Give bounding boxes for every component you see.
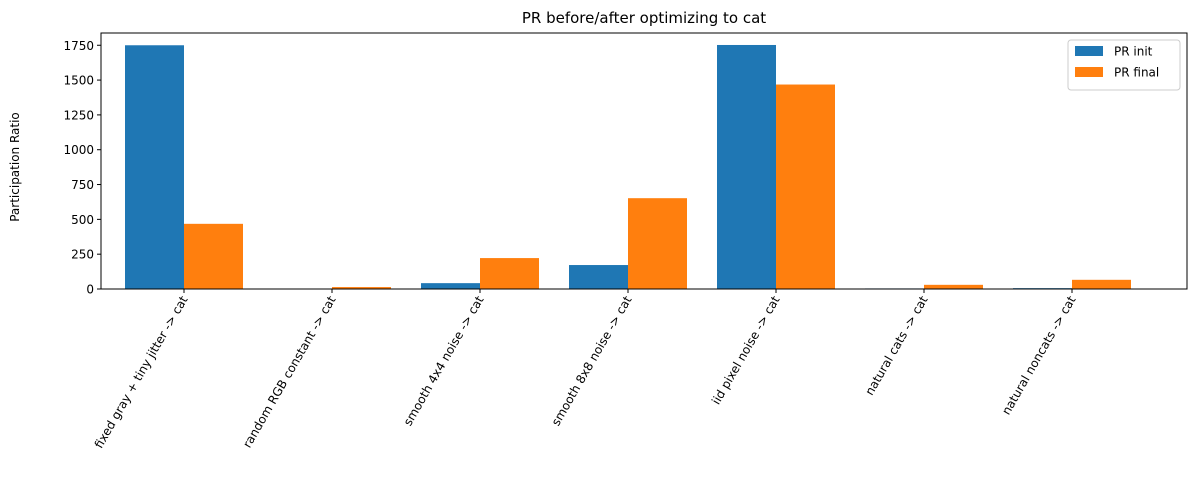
x-axis: fixed gray + tiny jitter -> cat random RG… (92, 289, 1079, 451)
legend-label: PR final (1114, 66, 1159, 80)
y-axis-label: Participation Ratio (8, 112, 22, 222)
bar-pr-final-4 (776, 84, 835, 289)
x-tick-label: iid pixel noise -> cat (709, 293, 783, 407)
x-tick-label: smooth 4x4 noise -> cat (401, 293, 487, 428)
bar-pr-init-4 (717, 44, 776, 290)
bar-pr-final-1 (332, 287, 391, 289)
bar-pr-init-0 (125, 45, 184, 290)
x-tick-label: fixed gray + tiny jitter -> cat (92, 293, 191, 450)
bars-layer (125, 44, 1131, 290)
y-tick-label: 750 (71, 178, 94, 192)
x-tick-label: natural noncats -> cat (999, 293, 1079, 417)
y-tick-label: 1250 (63, 108, 94, 122)
legend: PR init PR final (1067, 39, 1181, 91)
bar-pr-final-2 (480, 258, 539, 289)
x-tick-label: smooth 8x8 noise -> cat (549, 293, 635, 428)
bar-pr-final-5 (924, 284, 983, 289)
chart-title: PR before/after optimizing to cat (522, 9, 766, 27)
bar-pr-init-3 (569, 265, 628, 289)
bar-pr-final-6 (1072, 279, 1131, 289)
y-tick-label: 1750 (63, 39, 94, 53)
legend-swatch (1075, 67, 1103, 77)
bar-pr-final-3 (628, 198, 687, 289)
y-tick-label: 500 (71, 213, 94, 227)
bar-pr-init-2 (421, 283, 480, 289)
x-tick-label: random RGB constant -> cat (240, 293, 339, 450)
x-tick-label: natural cats -> cat (862, 293, 930, 397)
legend-swatch (1075, 46, 1103, 56)
y-axis: 0 250 500 750 1000 1250 1500 1750 (63, 39, 101, 297)
y-tick-label: 250 (71, 248, 94, 262)
y-tick-label: 1500 (63, 74, 94, 88)
y-tick-label: 1000 (63, 143, 94, 157)
y-tick-label: 0 (86, 283, 94, 297)
plot-frame (100, 32, 1188, 290)
legend-label: PR init (1114, 45, 1153, 59)
bar-pr-final-0 (184, 223, 243, 289)
